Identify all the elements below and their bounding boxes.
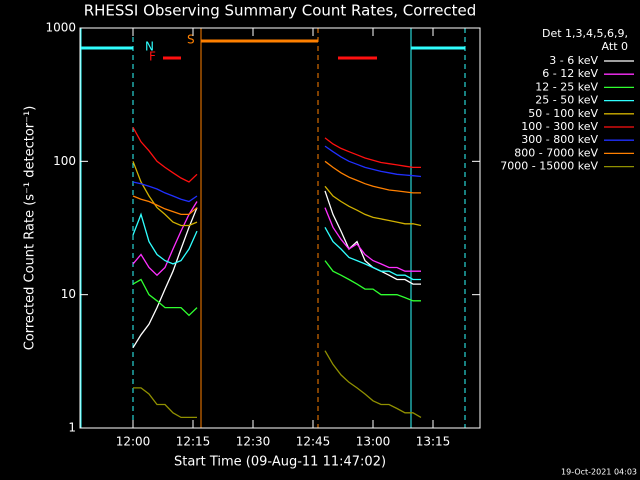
legend-label: 300 - 800 keV [521, 133, 598, 146]
y-tick-label: 1 [68, 421, 76, 435]
legend-label: 100 - 300 keV [521, 120, 598, 133]
series-line [132, 212, 421, 281]
timestamp: 19-Oct-2021 04:03 [561, 468, 637, 477]
flag-label: N [145, 40, 154, 54]
legend-label: 25 - 50 keV [535, 94, 598, 107]
x-axis-label: Start Time (09-Aug-11 11:47:02) [174, 455, 386, 470]
x-tick-label: 13:15 [416, 435, 451, 449]
plot-frame [79, 27, 481, 429]
flag-bars [80, 28, 466, 428]
legend-label: 3 - 6 keV [549, 54, 598, 67]
chart-title: RHESSI Observing Summary Count Rates, Co… [84, 2, 477, 20]
series-line [132, 260, 421, 317]
x-tick-label: 12:00 [116, 435, 151, 449]
x-tick-label: 12:45 [296, 435, 331, 449]
legend-label: 800 - 7000 keV [514, 146, 598, 159]
legend-label: 12 - 25 keV [535, 80, 598, 93]
y-tick-label: 100 [53, 154, 76, 168]
y-tick-label: 1000 [45, 21, 76, 35]
legend-header: Att 0 [602, 40, 628, 53]
series-line [132, 161, 422, 227]
flag-label: F [149, 50, 156, 64]
x-tick-label: 12:30 [236, 435, 271, 449]
legend-header: Det 1,3,4,5,6,9, [542, 27, 628, 40]
series-line [132, 145, 422, 203]
y-tick-label: 10 [61, 287, 76, 301]
series-line [132, 126, 421, 183]
legend-label: 7000 - 15000 keV [500, 160, 598, 173]
legend-label: 6 - 12 keV [542, 67, 598, 80]
x-tick-label: 13:00 [356, 435, 391, 449]
flag-label: S [187, 33, 195, 47]
series-line [132, 160, 421, 216]
legend-label: 50 - 100 keV [528, 107, 598, 120]
series-line [132, 201, 421, 277]
y-axis-label: Corrected Count Rate (s⁻¹ detector⁻¹) [23, 106, 38, 351]
x-tick-label: 12:15 [176, 435, 211, 449]
series-line [133, 350, 422, 419]
